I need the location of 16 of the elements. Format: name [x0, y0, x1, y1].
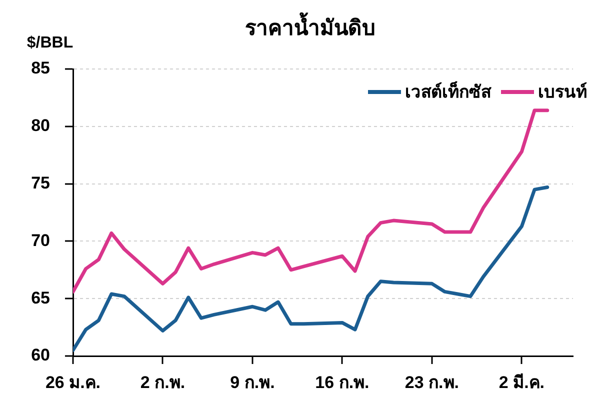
- y-tick-label: 85: [31, 58, 50, 78]
- chart-title: ราคาน้ำมันดิบ: [245, 12, 375, 40]
- y-tick-label: 80: [31, 116, 50, 136]
- x-tick-label: 2 ก.พ.: [140, 372, 186, 392]
- x-tick-label: 2 มี.ค.: [498, 372, 545, 392]
- x-tick-label: 9 ก.พ.: [230, 372, 275, 392]
- x-tick-label: 16 ก.พ.: [315, 372, 370, 392]
- y-tick-label: 70: [31, 230, 50, 250]
- y-tick-label: 75: [31, 173, 50, 192]
- y-tick-label: 60: [31, 346, 50, 365]
- x-tick-label: 26 ม.ค.: [45, 372, 101, 392]
- y-tick-label: 65: [31, 288, 50, 308]
- x-tick-label: 23 ก.พ.: [404, 372, 460, 392]
- y-axis-title: $/BBL: [26, 34, 74, 52]
- legend-label: เบรนท์: [538, 82, 587, 102]
- legend-label: เวสต์เท็กซัส: [405, 80, 492, 102]
